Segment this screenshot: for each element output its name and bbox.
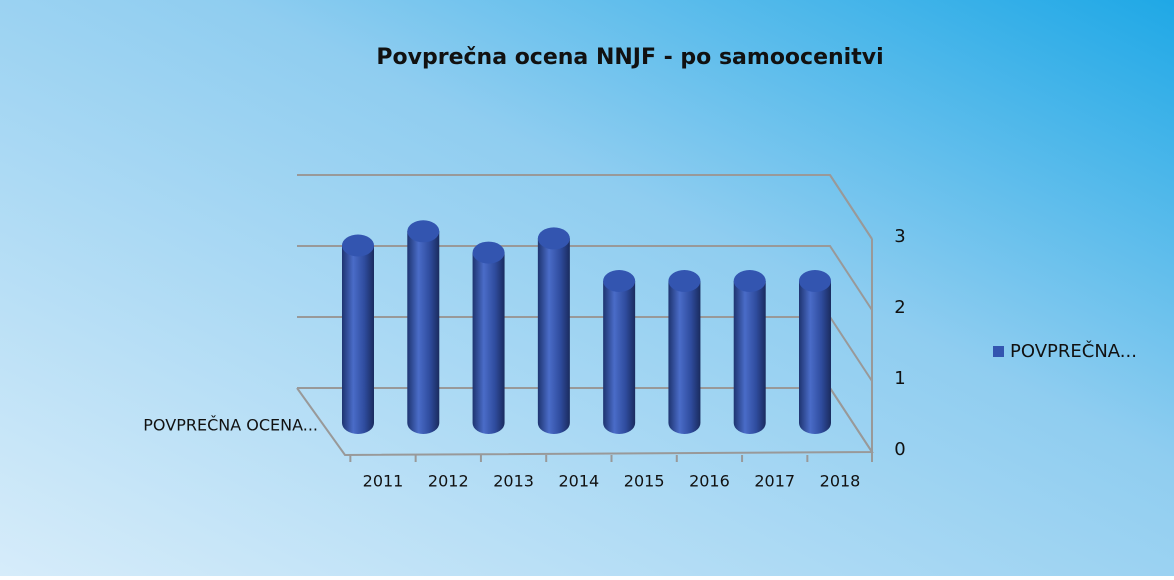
x-tick-label: 2012	[428, 472, 469, 491]
x-tick-label: 2016	[689, 472, 730, 491]
y-tick-label: 2	[894, 297, 905, 318]
x-tick-label: 2018	[820, 472, 861, 491]
cylinder	[537, 238, 570, 435]
legend-swatch	[993, 346, 1004, 357]
chart-title: Povprečna ocena NNJF - po samoocenitvi	[376, 45, 883, 70]
cylinder-top	[537, 227, 570, 250]
x-tick-label: 2014	[558, 472, 599, 491]
cylinder	[472, 252, 505, 435]
cylinder-top	[342, 234, 374, 257]
cylinder	[733, 281, 766, 435]
grid-line	[297, 174, 873, 240]
y-tick-label: 1	[894, 368, 905, 389]
x-tick-label: 2011	[363, 472, 404, 491]
cylinder-top	[407, 220, 440, 243]
depth-label: POVPREČNA OCENA...	[143, 416, 318, 435]
grid-line	[297, 245, 873, 311]
x-tick-label: 2017	[754, 472, 795, 491]
cylinder-top	[733, 270, 766, 292]
cylinder-top	[603, 270, 636, 292]
y-tick-label: 3	[894, 226, 905, 247]
cylinder-top	[668, 270, 701, 292]
x-tick-label: 2015	[624, 472, 665, 491]
cylinder-top	[799, 270, 831, 292]
cylinder	[799, 281, 831, 434]
y-tick-label: 0	[894, 439, 905, 460]
cylinder	[668, 281, 701, 435]
cylinder	[342, 245, 374, 434]
cylinder	[603, 281, 636, 435]
x-tick-label: 2013	[493, 472, 534, 491]
legend-label: POVPREČNA...	[1010, 340, 1137, 362]
cylinder	[407, 231, 440, 435]
cylinder-top	[472, 241, 505, 264]
